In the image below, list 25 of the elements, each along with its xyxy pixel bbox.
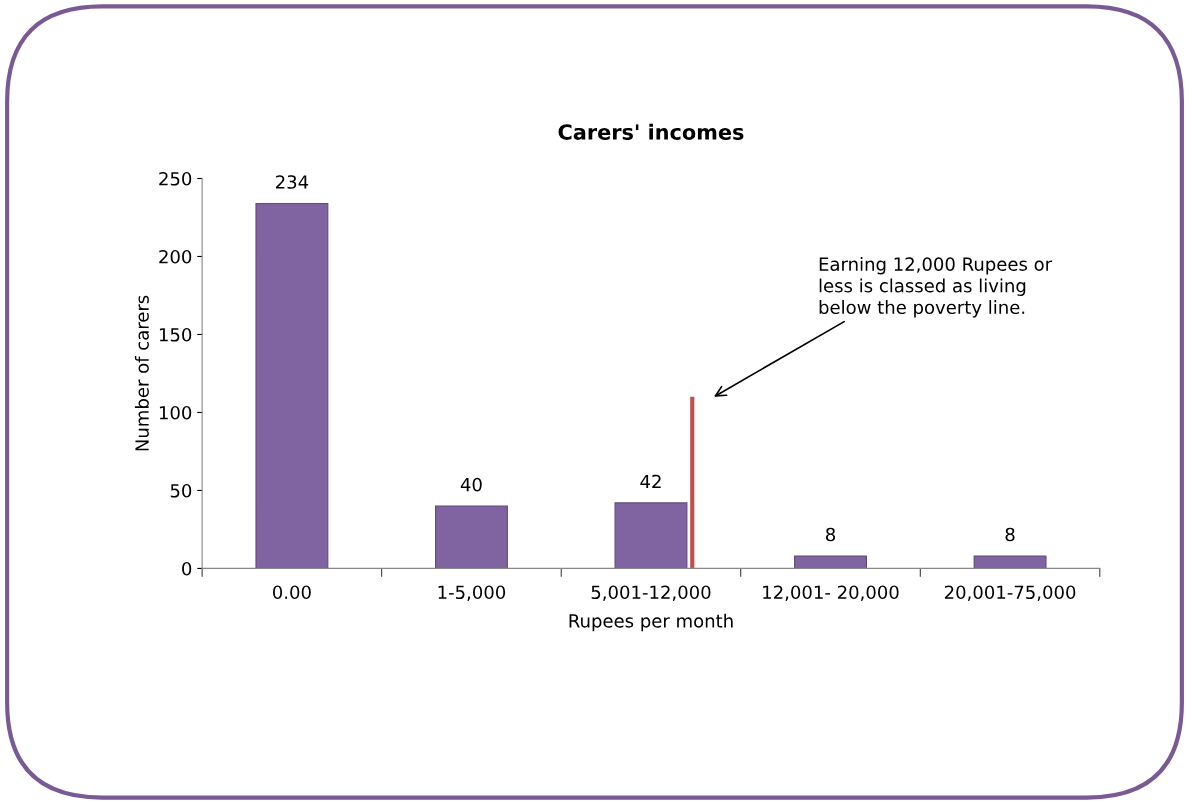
bar — [255, 202, 329, 569]
data-label: 234 — [275, 175, 309, 189]
data-label: 40 — [460, 477, 482, 492]
data-label: 8 — [1005, 527, 1015, 542]
x-tick-label: 0.00 — [272, 585, 311, 600]
x-tick-label: 20,001-75,000 — [944, 585, 1076, 601]
bar — [434, 505, 508, 569]
x-axis-title: Rupees per month — [569, 613, 733, 632]
bar — [973, 555, 1047, 569]
x-tick-label: 1-5,000 — [438, 585, 506, 601]
bar — [614, 502, 688, 569]
y-tick-label: 200 — [159, 249, 192, 264]
data-label: 8 — [826, 527, 836, 542]
y-tick-label: 150 — [159, 327, 192, 342]
data-label: 42 — [640, 474, 661, 489]
bar — [794, 555, 867, 569]
y-tick-label: 50 — [170, 483, 192, 498]
x-tick-label: 5,001-12,000 — [591, 585, 711, 601]
y-axis-title: Number of carers — [134, 295, 149, 451]
x-tick-label: 12,001- 20,000 — [763, 585, 899, 601]
annotation: Earning 12,000 Rupees or less is classed as living below the poverty line. — [819, 256, 1053, 318]
y-tick-label: 250 — [159, 171, 192, 186]
y-tick-label: 100 — [159, 405, 192, 420]
chart-title: Carers' incomes — [558, 123, 744, 140]
y-tick-label: 0 — [182, 561, 192, 576]
